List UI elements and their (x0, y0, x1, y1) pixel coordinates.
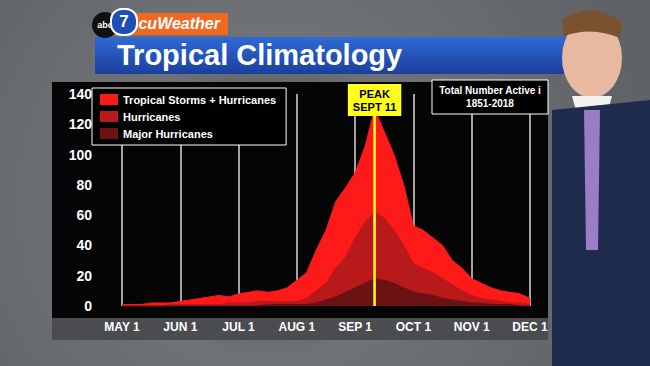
svg-text:Tropical Storms + Hurricanes: Tropical Storms + Hurricanes (123, 94, 276, 106)
svg-text:OCT 1: OCT 1 (396, 320, 432, 334)
svg-text:Hurricanes: Hurricanes (123, 111, 180, 123)
svg-text:Total Number Active i: Total Number Active i (439, 85, 541, 96)
svg-text:NOV 1: NOV 1 (454, 320, 490, 334)
svg-text:JUN 1: JUN 1 (163, 320, 197, 334)
svg-text:140: 140 (69, 86, 93, 102)
svg-text:100: 100 (69, 147, 93, 163)
svg-text:Major Hurricanes: Major Hurricanes (123, 128, 213, 140)
svg-text:1851-2018: 1851-2018 (466, 98, 514, 109)
svg-text:80: 80 (76, 177, 92, 193)
svg-text:JUL 1: JUL 1 (222, 320, 255, 334)
html-text:abc 7: abc 7 (97, 12, 129, 31)
svg-text:DEC 1: DEC 1 (512, 320, 548, 334)
html-text:Tropical Climatology: Tropical Climatology (117, 39, 403, 71)
svg-text:MAY 1: MAY 1 (104, 320, 140, 334)
svg-text:0: 0 (84, 298, 92, 314)
svg-text:20: 20 (76, 268, 92, 284)
svg-text:40: 40 (76, 237, 92, 253)
svg-text:AUG 1: AUG 1 (279, 320, 316, 334)
svg-text:60: 60 (76, 207, 92, 223)
svg-text:120: 120 (69, 116, 93, 132)
html-text:AccuWeather: AccuWeather (118, 15, 220, 32)
svg-text:SEPT 11: SEPT 11 (353, 101, 396, 113)
svg-text:SEP 1: SEP 1 (338, 320, 372, 334)
svg-text:PEAK: PEAK (359, 88, 390, 100)
